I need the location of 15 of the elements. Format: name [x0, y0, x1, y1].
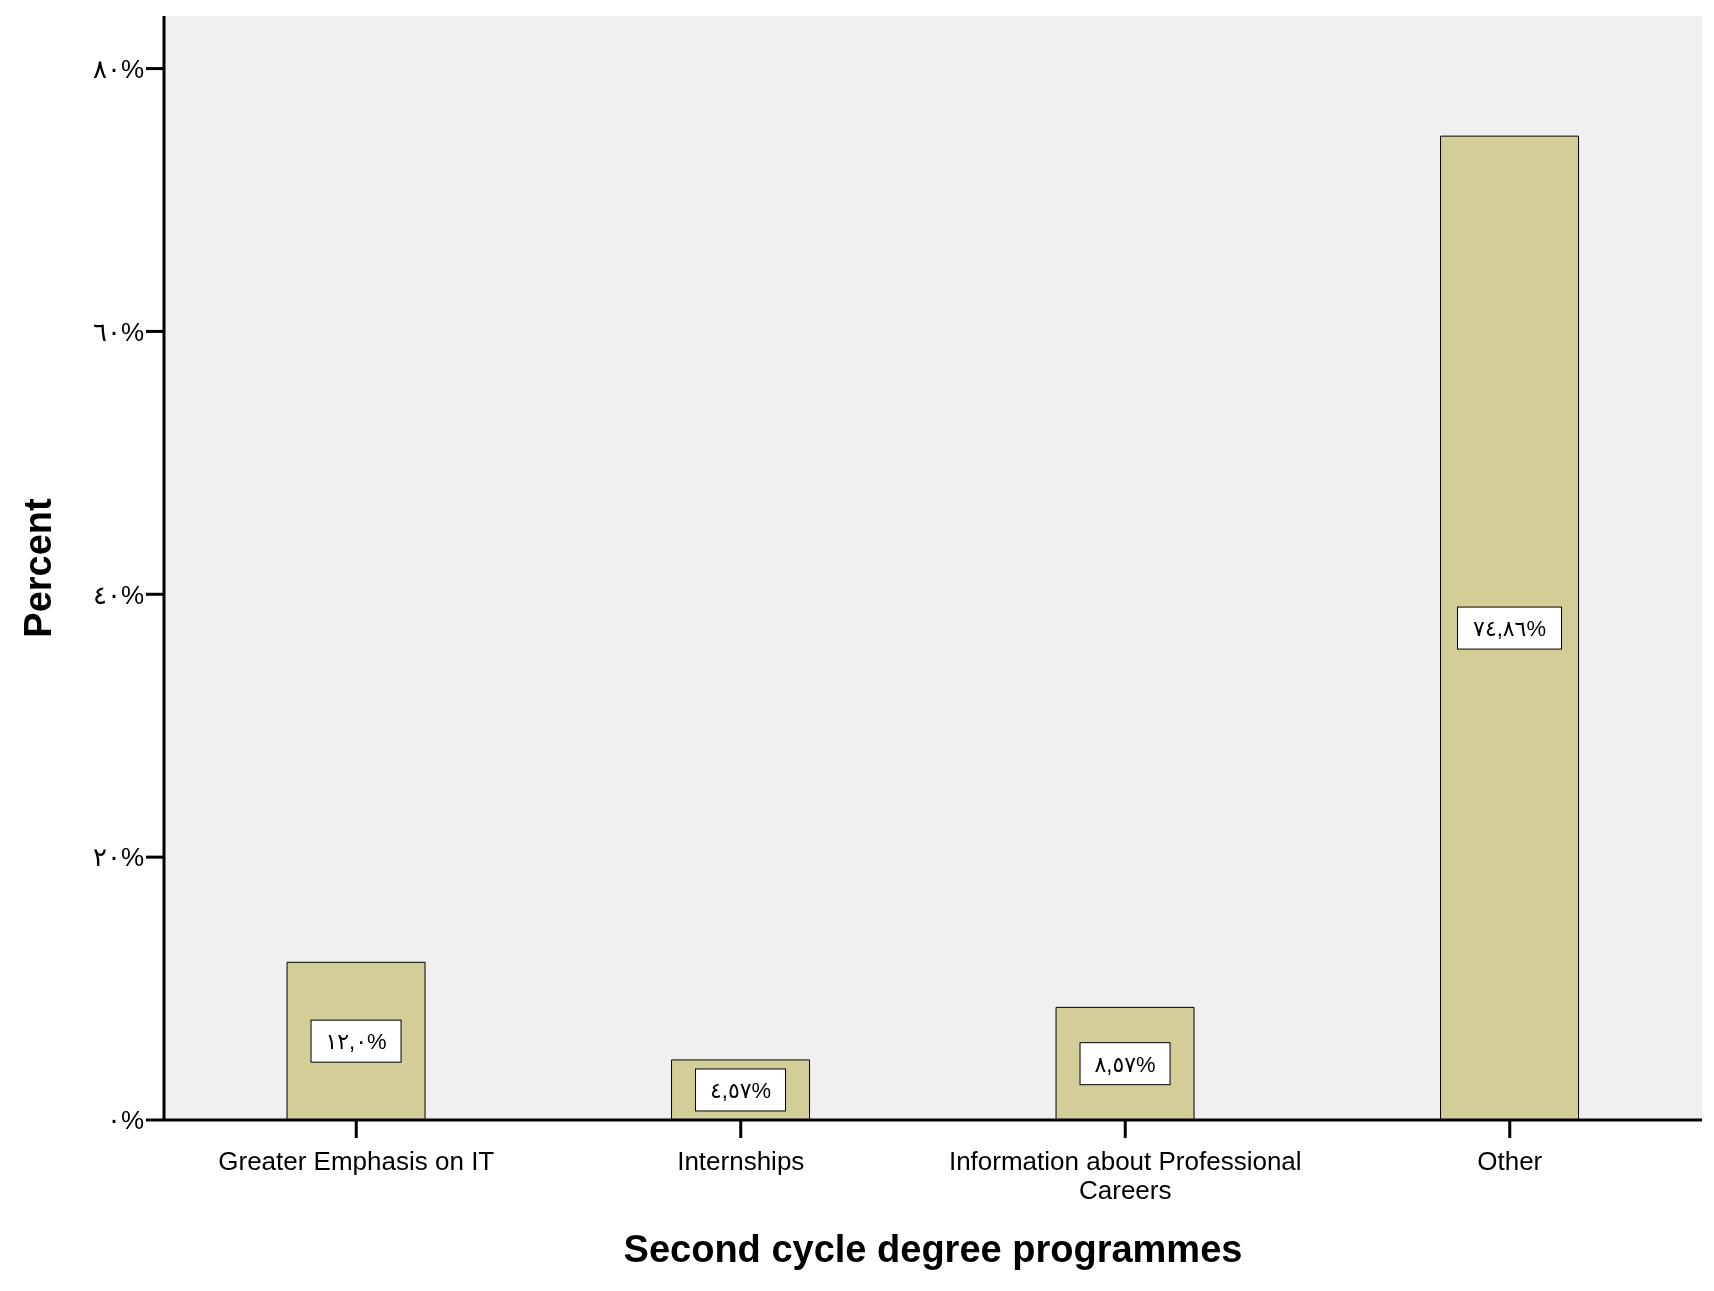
data-label: ٧٤,٨٦% — [1473, 616, 1547, 642]
data-label: ٨,٥٧% — [1094, 1051, 1156, 1077]
x-tick-label: Internships — [677, 1146, 805, 1176]
y-tick-label: ٤٠% — [92, 579, 144, 610]
y-tick-label: ٢٠% — [92, 842, 144, 873]
x-tick-label: Greater Emphasis on IT — [218, 1146, 495, 1176]
data-label: ١٢,٠% — [325, 1029, 387, 1055]
y-tick-label: ٦٠% — [92, 316, 144, 347]
y-tick-label: ٠% — [106, 1105, 144, 1136]
x-tick-label: Information about Professional Careers — [948, 1146, 1302, 1205]
x-axis-title: Second cycle degree programmes — [623, 1228, 1243, 1270]
data-label: ٤,٥٧% — [709, 1077, 772, 1103]
x-tick-label: Other — [1477, 1146, 1543, 1176]
y-tick-label: ٨٠% — [92, 53, 144, 84]
y-axis-title: Percent — [17, 497, 60, 638]
